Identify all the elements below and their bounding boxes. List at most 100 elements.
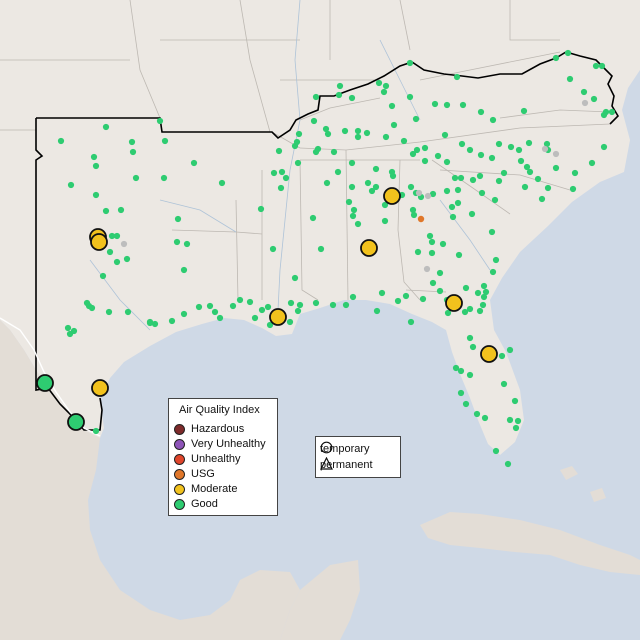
monitor-marker-good[interactable]: [312, 148, 320, 156]
monitor-marker-good[interactable]: [454, 186, 462, 194]
monitor-marker-good[interactable]: [117, 206, 125, 214]
monitor-marker-good[interactable]: [336, 82, 344, 90]
monitor-marker-good[interactable]: [476, 307, 484, 315]
monitor-marker-good[interactable]: [102, 207, 110, 215]
monitor-marker-good[interactable]: [294, 307, 302, 315]
monitor-marker-good[interactable]: [590, 95, 598, 103]
monitor-marker-good[interactable]: [492, 447, 500, 455]
monitor-marker-good[interactable]: [132, 174, 140, 182]
monitor-marker-good[interactable]: [295, 130, 303, 138]
monitor-marker-good[interactable]: [459, 101, 467, 109]
monitor-marker-moderate[interactable]: [91, 379, 109, 397]
monitor-marker-good[interactable]: [469, 176, 477, 184]
monitor-marker-good[interactable]: [123, 255, 131, 263]
monitor-marker-good[interactable]: [480, 293, 488, 301]
monitor-marker-good[interactable]: [495, 177, 503, 185]
monitor-marker-good[interactable]: [489, 116, 497, 124]
monitor-marker-good[interactable]: [428, 238, 436, 246]
monitor-marker-good[interactable]: [457, 367, 465, 375]
monitor-marker-good[interactable]: [488, 154, 496, 162]
monitor-marker-good[interactable]: [317, 245, 325, 253]
monitor-marker-good[interactable]: [151, 320, 159, 328]
monitor-marker-good[interactable]: [580, 88, 588, 96]
monitor-marker-good[interactable]: [382, 133, 390, 141]
monitor-marker-good[interactable]: [520, 107, 528, 115]
monitor-marker-good[interactable]: [600, 111, 608, 119]
monitor-marker-good[interactable]: [312, 93, 320, 101]
monitor-marker-good[interactable]: [400, 137, 408, 145]
monitor-marker-good[interactable]: [92, 162, 100, 170]
monitor-marker-good[interactable]: [592, 62, 600, 70]
monitor-marker-good[interactable]: [282, 174, 290, 182]
monitor-marker-good[interactable]: [378, 289, 386, 297]
monitor-marker-good[interactable]: [168, 317, 176, 325]
monitor-marker-good[interactable]: [312, 299, 320, 307]
monitor-marker-good[interactable]: [183, 240, 191, 248]
monitor-marker-good[interactable]: [491, 196, 499, 204]
monitor-marker-good[interactable]: [373, 307, 381, 315]
monitor-marker-good[interactable]: [251, 314, 259, 322]
monitor-marker-good[interactable]: [466, 334, 474, 342]
monitor-marker-good[interactable]: [364, 179, 372, 187]
monitor-marker-good[interactable]: [444, 309, 452, 317]
monitor-marker-nodata[interactable]: [541, 145, 549, 153]
monitor-marker-good[interactable]: [523, 163, 531, 171]
monitor-marker-good[interactable]: [468, 210, 476, 218]
monitor-marker-good[interactable]: [190, 159, 198, 167]
monitor-marker-good[interactable]: [552, 54, 560, 62]
monitor-marker-good[interactable]: [543, 140, 551, 148]
monitor-marker-good[interactable]: [348, 159, 356, 167]
monitor-marker-good[interactable]: [108, 232, 116, 240]
monitor-marker-moderate[interactable]: [90, 233, 108, 251]
monitor-marker-good[interactable]: [322, 125, 330, 133]
monitor-marker-good[interactable]: [479, 301, 487, 309]
monitor-marker-good[interactable]: [515, 146, 523, 154]
monitor-marker-good[interactable]: [354, 127, 362, 135]
monitor-marker-good[interactable]: [407, 318, 415, 326]
monitor-marker-good[interactable]: [67, 413, 85, 431]
monitor-marker-good[interactable]: [406, 93, 414, 101]
monitor-marker-good[interactable]: [368, 187, 376, 195]
monitor-marker-good[interactable]: [309, 214, 317, 222]
monitor-marker-good[interactable]: [495, 140, 503, 148]
monitor-marker-good[interactable]: [461, 308, 469, 316]
monitor-marker-good[interactable]: [504, 460, 512, 468]
monitor-marker-good[interactable]: [500, 169, 508, 177]
monitor-marker-good[interactable]: [64, 324, 72, 332]
monitor-marker-good[interactable]: [409, 206, 417, 214]
monitor-marker-good[interactable]: [324, 130, 332, 138]
monitor-marker-good[interactable]: [36, 374, 54, 392]
monitor-marker-good[interactable]: [419, 295, 427, 303]
monitor-marker-good[interactable]: [511, 397, 519, 405]
monitor-marker-good[interactable]: [113, 258, 121, 266]
monitor-marker-good[interactable]: [296, 301, 304, 309]
monitor-marker-good[interactable]: [342, 301, 350, 309]
monitor-marker-good[interactable]: [323, 179, 331, 187]
monitor-marker-good[interactable]: [70, 327, 78, 335]
monitor-marker-good[interactable]: [514, 417, 522, 425]
monitor-marker-good[interactable]: [372, 183, 380, 191]
monitor-marker-good[interactable]: [429, 279, 437, 287]
monitor-marker-good[interactable]: [206, 302, 214, 310]
monitor-marker-good[interactable]: [246, 298, 254, 306]
monitor-marker-good[interactable]: [258, 306, 266, 314]
monitor-marker-good[interactable]: [294, 159, 302, 167]
monitor-marker-good[interactable]: [105, 308, 113, 316]
monitor-marker-good[interactable]: [457, 174, 465, 182]
monitor-marker-good[interactable]: [329, 301, 337, 309]
monitor-marker-good[interactable]: [544, 184, 552, 192]
monitor-marker-good[interactable]: [354, 220, 362, 228]
monitor-marker-good[interactable]: [394, 297, 402, 305]
monitor-marker-good[interactable]: [354, 133, 362, 141]
monitor-marker-good[interactable]: [128, 138, 136, 146]
monitor-marker-good[interactable]: [57, 137, 65, 145]
monitor-marker-good[interactable]: [388, 168, 396, 176]
monitor-marker-good[interactable]: [480, 282, 488, 290]
monitor-marker-good[interactable]: [507, 143, 515, 151]
monitor-marker-nodata[interactable]: [120, 240, 128, 248]
monitor-marker-good[interactable]: [436, 269, 444, 277]
monitor-marker-nodata[interactable]: [423, 265, 431, 273]
monitor-marker-good[interactable]: [457, 389, 465, 397]
monitor-marker-good[interactable]: [477, 108, 485, 116]
monitor-marker-good[interactable]: [278, 168, 286, 176]
